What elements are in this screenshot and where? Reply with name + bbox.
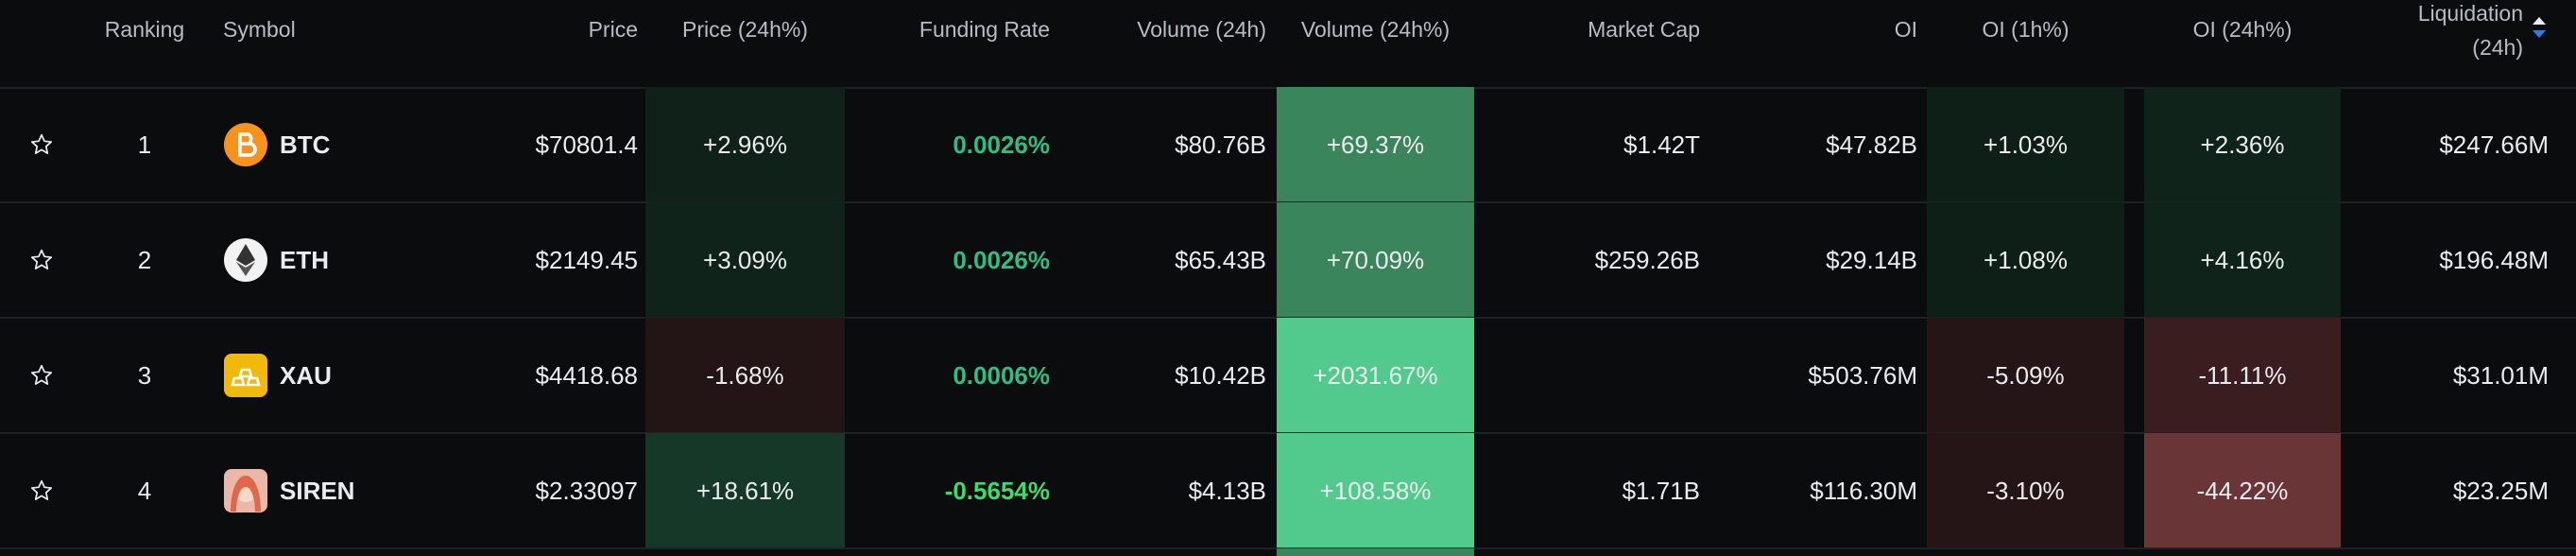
oi-24h-cell: +4.16% (2200, 245, 2285, 274)
price-cell: $2.33097 (535, 476, 638, 505)
cell-background (2144, 202, 2341, 318)
volume-cell: $65.43B (1175, 245, 1266, 274)
favorite-star[interactable] (25, 433, 59, 548)
oi-1h-cell: -5.09% (1986, 360, 2065, 390)
cell-background (1927, 318, 2124, 433)
sort-up (2533, 17, 2546, 25)
oi-cell: $47.82B (1826, 130, 1917, 159)
header-cell: Price (588, 16, 638, 42)
header-cell: OI (24h%) (2192, 16, 2293, 42)
price-change-cell: +18.61% (696, 476, 795, 505)
liquidation-cell: $196.48M (2439, 245, 2549, 274)
volume-cell: $10.42B (1175, 360, 1266, 390)
liquidation-cell: $31.01M (2452, 360, 2549, 390)
coin-icon (223, 318, 268, 433)
oi-24h-cell: -11.11% (2198, 360, 2287, 390)
oi-1h-cell: -3.10% (1986, 476, 2065, 505)
header-cell: Ranking (104, 16, 185, 42)
funding-rate-cell: 0.0026% (953, 130, 1050, 159)
cell-background (2144, 87, 2341, 202)
cell-background (1277, 433, 1474, 548)
price-change-cell: -1.68% (706, 360, 784, 390)
cell-background (1277, 548, 1474, 556)
market-cap-cell: $259.26B (1594, 245, 1700, 274)
favorite-star[interactable] (25, 87, 59, 202)
symbol-cell: ETH (280, 245, 329, 274)
market-cap-cell: $1.71B (1622, 476, 1700, 505)
volume-change-cell: +2031.67% (1313, 360, 1438, 390)
header-cell[interactable]: Liquidation (24h) (2417, 1, 2523, 60)
price-change-cell: +2.96% (703, 130, 787, 159)
cell-background (2144, 433, 2341, 548)
oi-1h-cell: +1.03% (1984, 130, 2068, 159)
cell-background (645, 318, 845, 433)
header-cell: Symbol (223, 16, 296, 42)
volume-cell: $80.76B (1175, 130, 1266, 159)
volume-cell: $4.13B (1188, 476, 1266, 505)
oi-cell: $503.76M (1808, 360, 1917, 390)
favorite-star[interactable] (25, 318, 59, 433)
funding-rate-cell: 0.0026% (953, 245, 1050, 274)
cell-background (645, 87, 845, 202)
cell-background (645, 202, 845, 318)
header-cell: Price (24h%) (682, 16, 808, 42)
price-cell: $70801.4 (535, 130, 638, 159)
volume-change-cell: +108.58% (1319, 476, 1432, 505)
cell-background (1927, 202, 2124, 318)
rank-cell: 4 (137, 476, 152, 505)
liquidation-cell: $23.25M (2452, 476, 2549, 505)
header-cell: OI (1h%) (1982, 16, 2069, 42)
symbol-cell: XAU (280, 360, 332, 390)
favorite-star[interactable] (25, 202, 59, 318)
cell-background (645, 433, 845, 548)
oi-1h-cell: +1.08% (1984, 245, 2068, 274)
coin-icon (223, 433, 268, 548)
symbol-cell: BTC (280, 130, 331, 159)
rank-cell: 2 (137, 245, 152, 274)
cell-background (1277, 318, 1474, 433)
market-cap-cell: $1.42T (1623, 130, 1700, 159)
header-cell: OI (1894, 16, 1917, 42)
cell-background (1927, 87, 2124, 202)
rank-cell: 3 (137, 360, 152, 390)
funding-rate-cell: 0.0006% (953, 360, 1050, 390)
volume-change-cell: +70.09% (1326, 245, 1425, 274)
liquidation-cell: $247.66M (2439, 130, 2549, 159)
rank-cell: 1 (137, 130, 152, 159)
cell-background (2144, 318, 2341, 433)
coin-icon (223, 87, 268, 202)
price-cell: $4418.68 (535, 360, 638, 390)
header-cell: Volume (24h) (1137, 16, 1266, 42)
price-cell: $2149.45 (535, 245, 638, 274)
coin-icon (223, 202, 268, 318)
price-change-cell: +3.09% (703, 245, 787, 274)
oi-24h-cell: +2.36% (2200, 130, 2285, 159)
oi-cell: $116.30M (1810, 476, 1917, 505)
header-cell: Market Cap (1588, 16, 1700, 42)
sort-down (2533, 30, 2546, 38)
funding-rate-cell: -0.5654% (944, 476, 1050, 505)
oi-24h-cell: -44.22% (2196, 476, 2289, 505)
cell-background (1927, 433, 2124, 548)
symbol-cell: SIREN (280, 476, 355, 505)
cell-background (1277, 87, 1474, 202)
cell-background (1277, 202, 1474, 318)
volume-change-cell: +69.37% (1326, 130, 1425, 159)
header-cell: Volume (24h%) (1300, 16, 1451, 42)
header-cell: Funding Rate (919, 16, 1050, 42)
oi-cell: $29.14B (1826, 245, 1917, 274)
